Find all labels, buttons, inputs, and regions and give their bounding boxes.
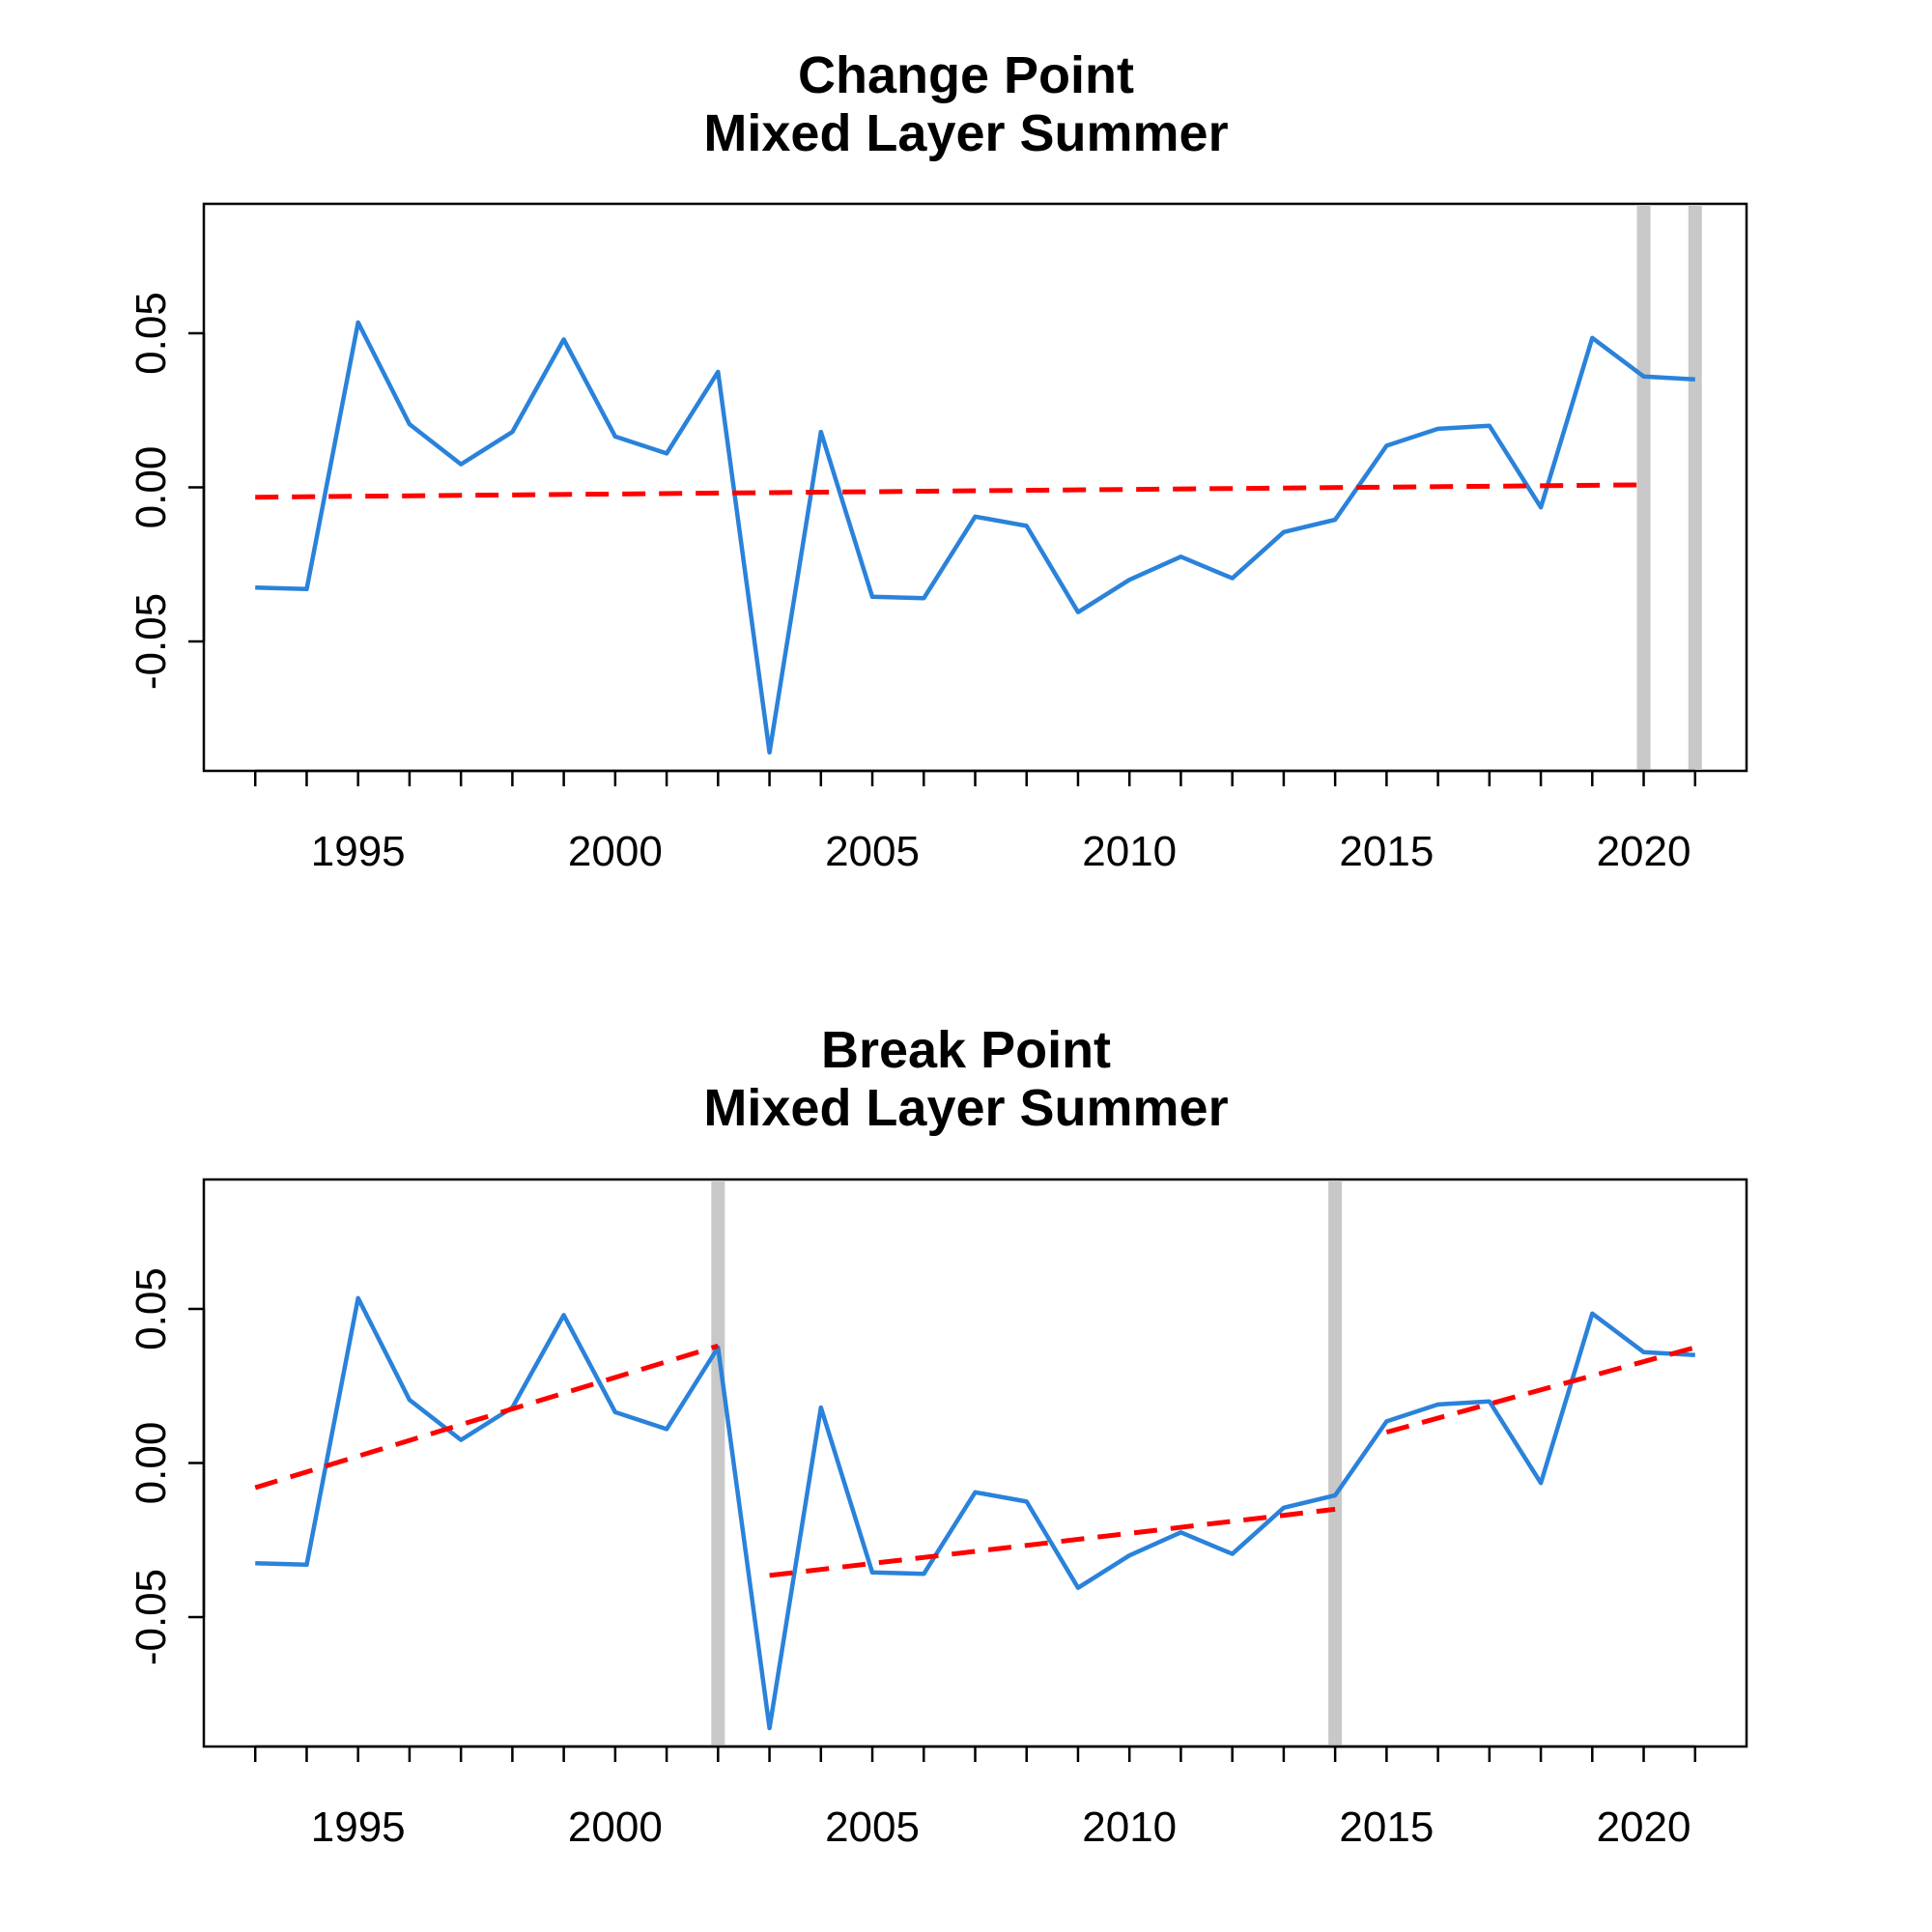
y-tick-label: -0.05 — [128, 1569, 175, 1665]
y-tick-label: -0.05 — [128, 593, 175, 690]
y-axis: -0.05 0.00 0.05 — [128, 292, 206, 690]
y-tick-label: 0.05 — [128, 1267, 175, 1350]
break-point-panel: Break Point Mixed Layer Summer 1995 2000 2… — [128, 1021, 1748, 1851]
data-line — [255, 320, 1695, 755]
panel-title: Break Point — [821, 1021, 1111, 1079]
panel-subtitle: Mixed Layer Summer — [703, 1079, 1228, 1137]
x-tick-label: 2005 — [825, 828, 920, 875]
trend-line — [769, 1506, 1336, 1578]
x-tick-label: 2010 — [1082, 828, 1177, 875]
x-tick-label: 2005 — [825, 1804, 920, 1851]
trend-line — [254, 1343, 720, 1491]
panel-title: Change Point — [798, 46, 1134, 104]
x-tick-label: 1995 — [311, 1804, 406, 1851]
x-tick-label: 2020 — [1597, 1804, 1691, 1851]
x-axis: 1995 2000 2005 2010 2015 2020 — [253, 1745, 1697, 1851]
x-tick-label: 2000 — [568, 828, 663, 875]
x-axis: 1995 2000 2005 2010 2015 2020 — [253, 769, 1697, 875]
y-axis: -0.05 0.00 0.05 — [128, 1267, 206, 1665]
trend-line — [255, 482, 1644, 500]
plot-frame — [202, 1178, 1748, 1748]
x-tick-label: 2000 — [568, 1804, 663, 1851]
plot-area — [254, 1180, 1696, 1746]
plot-area — [255, 205, 1702, 770]
x-tick-label: 1995 — [311, 828, 406, 875]
change-point-panel: Change Point Mixed Layer Summer 1995 2000… — [128, 46, 1748, 875]
x-tick-label: 2010 — [1082, 1804, 1177, 1851]
trend-line — [1385, 1345, 1696, 1435]
x-tick-label: 2015 — [1339, 828, 1434, 875]
y-tick-label: 0.05 — [128, 292, 175, 375]
x-tick-label: 2020 — [1597, 828, 1691, 875]
y-tick-label: 0.00 — [128, 1422, 175, 1505]
panel-subtitle: Mixed Layer Summer — [703, 104, 1228, 162]
data-line — [255, 1295, 1695, 1731]
y-tick-label: 0.00 — [128, 446, 175, 529]
x-tick-label: 2015 — [1339, 1804, 1434, 1851]
